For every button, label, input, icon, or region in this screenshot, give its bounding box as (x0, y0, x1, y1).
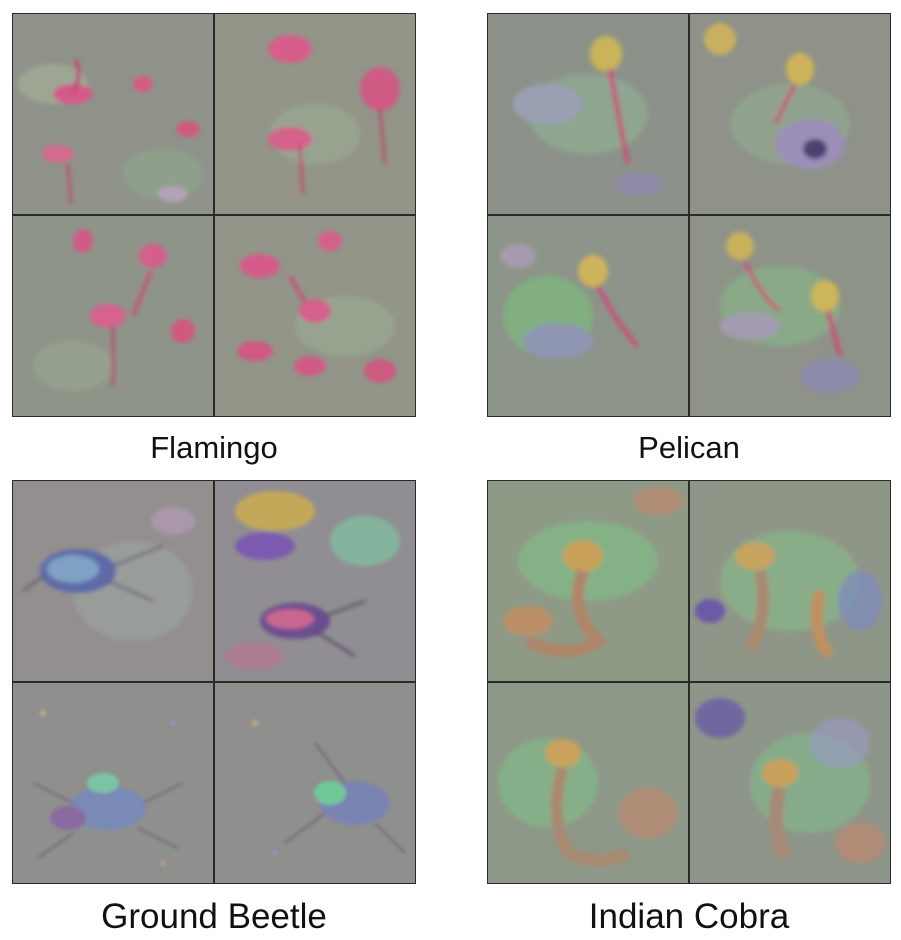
ground-beetle-image-grid (12, 480, 416, 884)
indian-cobra-visualization (488, 481, 688, 681)
pelican-visualization (488, 216, 688, 416)
indian-cobra-visualization (690, 683, 890, 883)
pelican-visualization (690, 216, 890, 416)
indian-cobra-caption: Indian Cobra (487, 897, 891, 937)
flamingo-visualization (215, 216, 415, 416)
pelican-visualization (690, 14, 890, 214)
ground-beetle-visualization (13, 481, 213, 681)
ground-beetle-visualization (215, 481, 415, 681)
pelican-image-grid (487, 13, 891, 417)
indian-cobra-visualization (488, 683, 688, 883)
flamingo-visualization (13, 216, 213, 416)
flamingo-visualization (215, 14, 415, 214)
ground-beetle-visualization (215, 683, 415, 883)
indian-cobra-image-grid (487, 480, 891, 884)
ground-beetle-caption: Ground Beetle (12, 897, 416, 937)
ground-beetle-visualization (13, 683, 213, 883)
flamingo-visualization (13, 14, 213, 214)
pelican-caption: Pelican (487, 430, 891, 466)
pelican-visualization (488, 14, 688, 214)
flamingo-image-grid (12, 13, 416, 417)
indian-cobra-visualization (690, 481, 890, 681)
flamingo-caption: Flamingo (12, 430, 416, 466)
